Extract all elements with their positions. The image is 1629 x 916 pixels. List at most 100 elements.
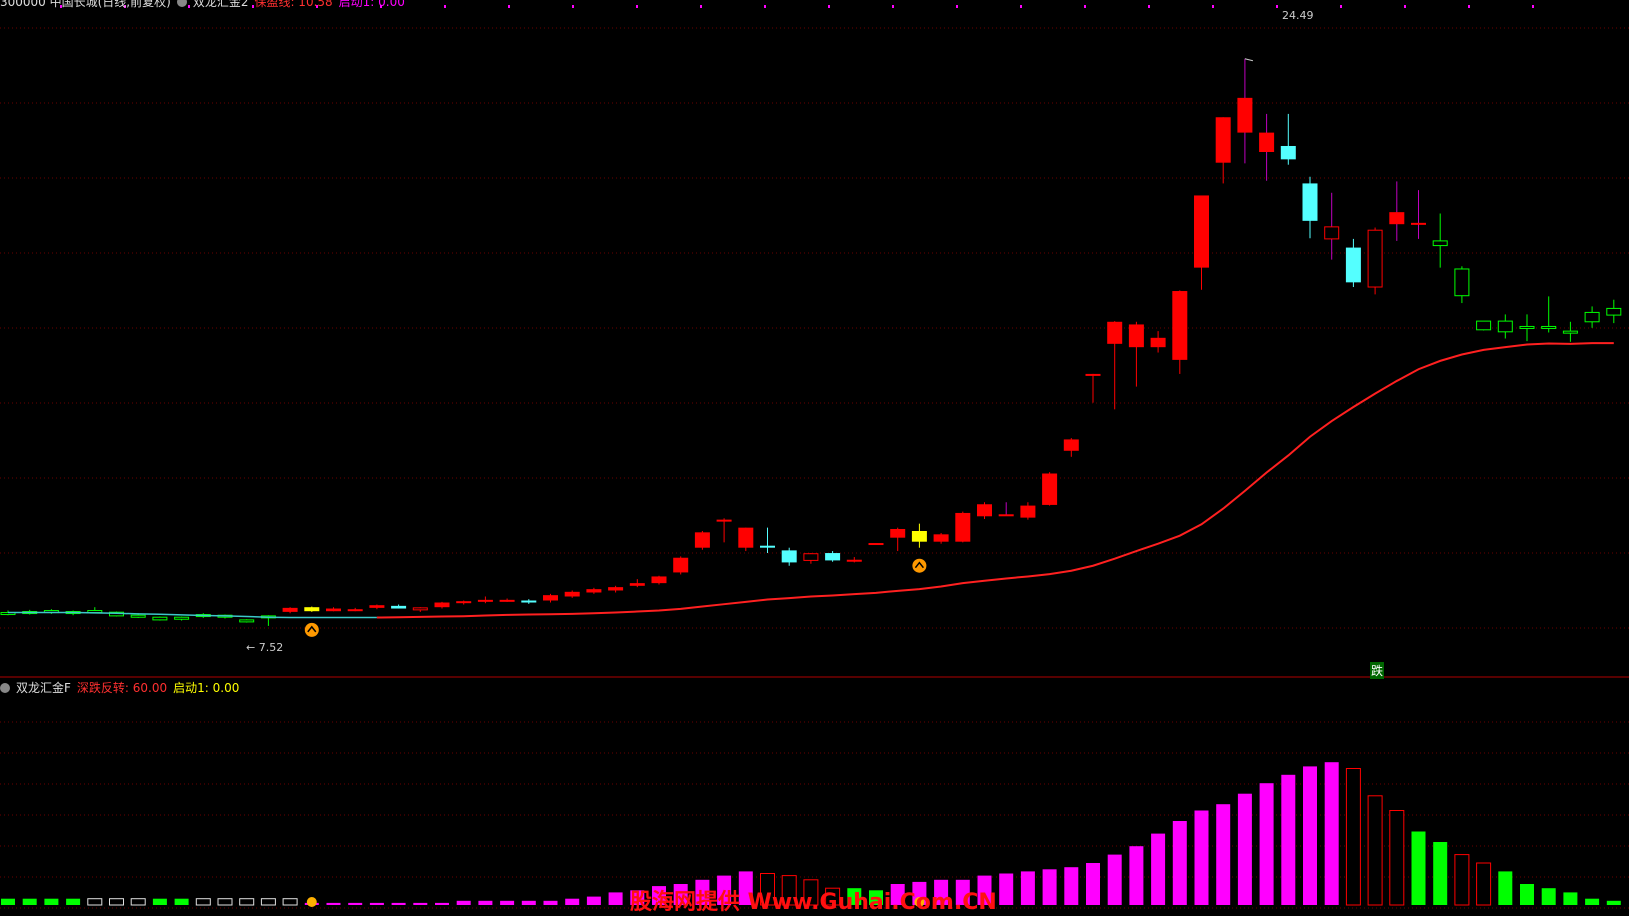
sub-indicator-name: 双龙汇金F: [16, 681, 71, 695]
indicator-bar: [1, 898, 15, 905]
candle-body: [673, 557, 689, 573]
indicator-bar: [717, 875, 732, 905]
top-marker-dot: [188, 5, 190, 8]
candle-body: [369, 605, 385, 608]
moneybag-icon: [914, 897, 925, 907]
indicator-bar: [435, 902, 449, 905]
top-marker-dot: [1276, 5, 1278, 8]
candle-body: [304, 607, 320, 612]
indicator-name: 双龙汇金2: [192, 0, 249, 9]
top-marker-dot: [956, 5, 958, 8]
top-marker-dot: [316, 5, 318, 8]
indicator-toggle-icon[interactable]: [176, 0, 187, 7]
top-marker-dot: [124, 5, 126, 8]
indicator-bar: [369, 902, 384, 905]
candle-body: [716, 519, 732, 522]
indicator-bar: [1194, 810, 1209, 905]
indicator-bar: [109, 898, 124, 906]
indicator-bar: [1086, 863, 1100, 905]
indicator-bar: [890, 884, 905, 905]
moneybag-icon: [306, 897, 317, 907]
top-marker-dot: [1404, 5, 1406, 8]
indicator-bar: [391, 902, 406, 905]
candle-body: [1497, 320, 1513, 333]
candle-body: [825, 553, 841, 561]
indicator-toggle-icon[interactable]: [0, 683, 10, 693]
indicator-bar: [565, 898, 580, 905]
sub-start-label: 启动1: 0.00: [173, 681, 240, 695]
buy-signal-arrow: [307, 625, 317, 633]
candle-body: [1194, 195, 1209, 268]
top-marker-dot: [380, 5, 382, 8]
indicator-bar: [999, 873, 1014, 905]
buy-signal-icon: [304, 622, 319, 637]
candle-body: [1020, 505, 1036, 518]
indicator-bar: [1042, 869, 1057, 905]
indicator-bar: [22, 898, 37, 905]
indicator-bar: [825, 887, 841, 906]
indicator-bar: [413, 902, 428, 905]
indicator-bar: [217, 898, 233, 906]
candle-body: [629, 583, 645, 586]
candle-body: [434, 602, 450, 608]
indicator-bar: [130, 898, 146, 906]
indicator-bar: [1498, 871, 1513, 905]
indicator-start-label: 启动1: 0.00: [338, 0, 405, 9]
candle-body: [1042, 473, 1058, 505]
indicator-bar: [521, 900, 536, 905]
candle-body: [586, 589, 602, 593]
top-marker-dot: [252, 5, 254, 8]
candle-body: [1085, 373, 1101, 376]
indicator-bar: [456, 900, 471, 905]
top-marker-dot: [892, 5, 894, 8]
top-marker-dot: [828, 5, 830, 8]
indicator-bar: [977, 875, 992, 905]
candle-body: [1172, 291, 1188, 360]
indicator-bar: [478, 900, 493, 905]
indicator-bar: [87, 898, 103, 906]
candle-body: [1063, 439, 1079, 451]
candle-body: [456, 601, 472, 604]
candle-body: [1345, 247, 1361, 283]
top-marker-dot: [700, 5, 702, 8]
indicator-bar: [1281, 774, 1296, 905]
candle-body: [282, 607, 298, 612]
candle-body: [499, 599, 515, 602]
candle-body: [1519, 325, 1535, 329]
indicator-bar: [1172, 821, 1187, 905]
indicator-bar: [500, 900, 515, 905]
indicator-bar: [695, 879, 710, 905]
indicator-bar: [1151, 833, 1166, 905]
ma-line-early: [8, 611, 377, 619]
indicator-bar: [955, 879, 970, 905]
indicator-panel-header: 双龙汇金F 深跌反转: 60.00 启动1: 0.00: [0, 681, 245, 695]
indicator-bar: [1129, 846, 1144, 905]
candle-body: [1259, 132, 1275, 152]
top-marker-dot: [1468, 5, 1470, 8]
candle-body: [955, 512, 971, 542]
candle-body: [933, 534, 949, 542]
candle-body: [998, 514, 1014, 517]
candle-body: [911, 530, 927, 542]
indicator-bar: [174, 898, 189, 905]
indicator-bar: [152, 898, 167, 905]
candle-body: [890, 528, 906, 538]
main-chart-header: 300000 中国长城(日线,前复权) 双龙汇金2 保盈线: 10.58 启动1: 0…: [0, 0, 411, 9]
indicator-bar: [1107, 854, 1122, 905]
candle-body: [152, 616, 168, 621]
candle-body: [1128, 324, 1144, 348]
indicator-bar: [803, 879, 819, 906]
candle-body: [1562, 330, 1578, 334]
candle-body: [760, 545, 775, 548]
candle-body: [1389, 212, 1405, 225]
indicator-bar: [282, 898, 298, 906]
candle-body: [738, 527, 754, 548]
watermark: 股海网提供 Www.Guhai.Com.CN: [630, 890, 997, 915]
candle-body: [1280, 145, 1296, 160]
indicator-line-label: 保盈线: 10.58: [254, 0, 333, 9]
candle-body: [174, 616, 190, 620]
indicator-bar: [195, 898, 211, 906]
candle-body: [521, 600, 537, 603]
indicator-bar: [44, 898, 59, 905]
